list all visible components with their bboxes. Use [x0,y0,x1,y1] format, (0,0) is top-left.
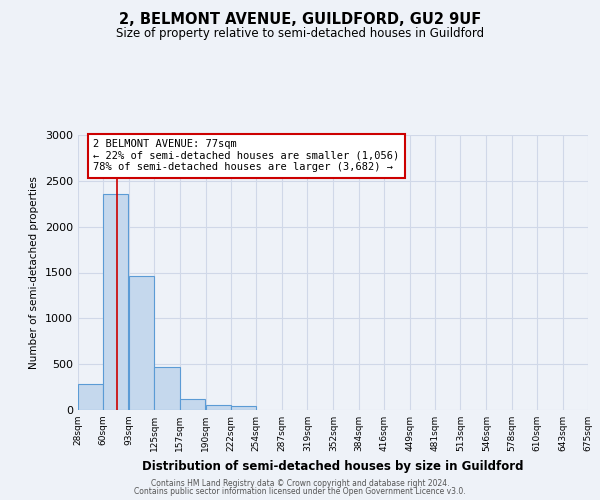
Bar [103,194,128,410]
Bar [78,384,103,410]
Text: Size of property relative to semi-detached houses in Guildford: Size of property relative to semi-detach… [116,28,484,40]
Bar [231,406,256,410]
Bar [206,406,231,410]
Y-axis label: Number of semi-detached properties: Number of semi-detached properties [29,176,40,369]
Text: Contains public sector information licensed under the Open Government Licence v3: Contains public sector information licen… [134,487,466,496]
Bar [154,367,179,410]
X-axis label: Distribution of semi-detached houses by size in Guildford: Distribution of semi-detached houses by … [142,460,524,472]
Bar [179,399,205,410]
Text: 2 BELMONT AVENUE: 77sqm
← 22% of semi-detached houses are smaller (1,056)
78% of: 2 BELMONT AVENUE: 77sqm ← 22% of semi-de… [94,139,400,172]
Text: 2, BELMONT AVENUE, GUILDFORD, GU2 9UF: 2, BELMONT AVENUE, GUILDFORD, GU2 9UF [119,12,481,28]
Bar [129,276,154,410]
Text: Contains HM Land Registry data © Crown copyright and database right 2024.: Contains HM Land Registry data © Crown c… [151,478,449,488]
